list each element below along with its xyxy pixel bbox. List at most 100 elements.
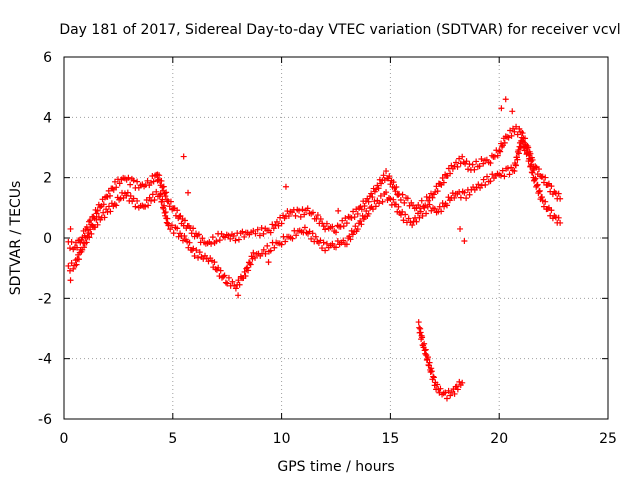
data-point [339, 217, 346, 224]
data-point [244, 264, 251, 271]
data-point [415, 201, 422, 208]
data-point [508, 132, 515, 139]
data-point [148, 179, 155, 186]
data-point [480, 176, 487, 183]
data-point [124, 189, 131, 196]
y-tick-label: 4 [43, 110, 52, 126]
data-point [429, 194, 436, 201]
data-point [555, 190, 562, 197]
data-point [73, 261, 80, 268]
data-point [424, 354, 431, 361]
data-point [199, 235, 206, 242]
data-point [529, 156, 536, 163]
data-point [247, 261, 254, 268]
data-point [544, 206, 551, 213]
data-point [256, 232, 263, 239]
data-point [555, 214, 562, 221]
data-point [186, 239, 193, 246]
data-point [417, 208, 424, 215]
data-point [405, 215, 412, 222]
data-point [447, 392, 454, 399]
x-tick-label: 5 [168, 431, 177, 447]
data-point [358, 206, 365, 213]
data-point [130, 177, 137, 184]
data-point [409, 222, 416, 229]
data-point [369, 194, 376, 201]
data-point [434, 381, 441, 388]
data-point [329, 223, 336, 230]
data-point [267, 229, 274, 236]
data-point [456, 378, 463, 385]
data-point [440, 179, 447, 186]
data-point [548, 183, 555, 190]
data-point [430, 373, 437, 380]
data-point [346, 233, 353, 240]
data-point [463, 195, 470, 202]
data-point [179, 237, 186, 244]
data-point [217, 267, 224, 274]
data-point [441, 203, 448, 210]
data-point [216, 237, 223, 244]
data-point [443, 202, 450, 209]
series-isolated-track [415, 319, 466, 402]
axis-ticks [63, 56, 609, 420]
data-point [162, 209, 169, 216]
data-point [399, 191, 406, 198]
data-point [191, 253, 198, 260]
data-point [235, 292, 242, 299]
data-point [85, 230, 92, 237]
data-point [333, 229, 339, 236]
data-point [167, 198, 174, 205]
data-point [146, 194, 153, 201]
data-point [292, 212, 299, 219]
data-point [421, 340, 428, 347]
data-point [260, 230, 267, 237]
plot-data [65, 96, 564, 402]
data-point [323, 220, 330, 227]
y-tick-label: -6 [38, 412, 52, 428]
data-point [88, 221, 95, 228]
data-point [392, 188, 399, 195]
data-point [236, 281, 243, 288]
data-point [130, 195, 137, 202]
data-point [365, 198, 372, 205]
data-point [439, 174, 446, 181]
data-point [160, 183, 167, 190]
data-point [419, 212, 426, 219]
data-point [400, 217, 407, 224]
data-point [369, 206, 376, 213]
data-point [181, 232, 188, 239]
data-point [430, 374, 437, 381]
data-point [101, 214, 108, 221]
data-point [478, 156, 485, 163]
data-point [258, 224, 265, 231]
data-point [170, 230, 177, 237]
data-point [284, 208, 291, 215]
data-point [453, 383, 460, 390]
data-point [514, 156, 521, 163]
data-point [367, 205, 374, 212]
data-point [529, 167, 536, 174]
data-point [241, 268, 248, 275]
data-point [235, 236, 242, 243]
data-point [127, 181, 134, 188]
data-point [421, 204, 428, 211]
data-point [542, 174, 549, 181]
data-point [254, 226, 261, 233]
data-point [88, 230, 95, 237]
data-point [404, 195, 411, 202]
data-point [342, 215, 349, 222]
data-point [220, 273, 227, 280]
data-point [445, 194, 452, 201]
data-point [519, 130, 526, 137]
x-tick-label: 10 [273, 431, 291, 447]
data-point [496, 147, 503, 154]
data-point [395, 203, 402, 210]
data-point [68, 238, 75, 245]
x-tick-labels: 0 5 10 15 20 25 [60, 431, 617, 447]
data-point [487, 178, 494, 185]
data-point [452, 159, 459, 166]
data-point [544, 181, 551, 188]
data-point [401, 199, 408, 206]
data-point [239, 228, 246, 235]
